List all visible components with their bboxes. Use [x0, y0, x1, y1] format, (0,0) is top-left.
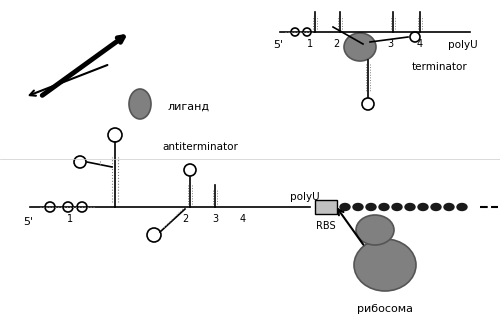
Ellipse shape: [392, 204, 402, 211]
Text: antiterminator: antiterminator: [162, 142, 238, 152]
Ellipse shape: [431, 204, 441, 211]
Ellipse shape: [418, 204, 428, 211]
Ellipse shape: [129, 89, 151, 119]
Text: рибосома: рибосома: [357, 304, 413, 314]
Text: 5': 5': [273, 40, 283, 50]
Text: лиганд: лиганд: [168, 102, 210, 112]
Text: RBS: RBS: [316, 221, 336, 231]
Ellipse shape: [356, 215, 394, 245]
Text: 3: 3: [212, 214, 218, 224]
Ellipse shape: [353, 204, 363, 211]
Text: 4: 4: [417, 39, 423, 49]
Text: 1: 1: [67, 214, 73, 224]
Ellipse shape: [405, 204, 415, 211]
Ellipse shape: [457, 204, 467, 211]
Text: terminator: terminator: [412, 62, 468, 72]
Ellipse shape: [340, 204, 350, 211]
Text: polyU: polyU: [290, 192, 320, 202]
Ellipse shape: [379, 204, 389, 211]
Text: 3: 3: [387, 39, 393, 49]
Ellipse shape: [344, 33, 376, 61]
Ellipse shape: [354, 239, 416, 291]
Text: polyU: polyU: [448, 40, 478, 50]
FancyBboxPatch shape: [315, 200, 337, 214]
Text: 4: 4: [240, 214, 246, 224]
Text: 1: 1: [307, 39, 313, 49]
Text: 2: 2: [333, 39, 339, 49]
Text: 5': 5': [23, 217, 33, 227]
Ellipse shape: [444, 204, 454, 211]
Ellipse shape: [366, 204, 376, 211]
Text: 2: 2: [182, 214, 188, 224]
